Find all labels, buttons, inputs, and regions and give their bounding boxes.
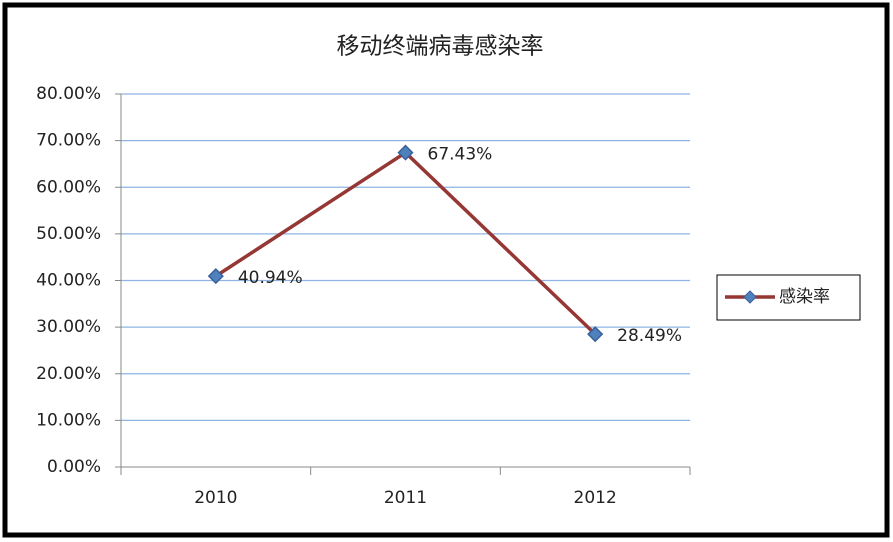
y-tick-label: 60.00% (36, 177, 101, 197)
chart-title: 移动终端病毒感染率 (337, 34, 544, 60)
data-marker (207, 268, 224, 285)
data-marker (397, 144, 414, 161)
legend-label: 感染率 (779, 287, 830, 307)
data-marker (587, 326, 604, 343)
x-tick-label: 2012 (574, 488, 617, 508)
y-tick-label: 20.00% (36, 364, 101, 384)
x-tick-label: 2011 (384, 488, 427, 508)
y-tick-label: 50.00% (36, 224, 101, 244)
y-tick-label: 40.00% (36, 271, 101, 291)
y-tick-label: 80.00% (36, 84, 101, 104)
y-tick-label: 30.00% (36, 317, 101, 337)
x-tick-label: 2010 (194, 488, 237, 508)
y-tick-label: 0.00% (47, 457, 101, 477)
data-label: 40.94% (238, 268, 303, 288)
y-tick-label: 70.00% (36, 131, 101, 151)
legend-marker (743, 290, 757, 304)
y-tick-label: 10.00% (36, 410, 101, 430)
data-label: 67.43% (428, 145, 493, 165)
data-label: 28.49% (617, 326, 682, 346)
